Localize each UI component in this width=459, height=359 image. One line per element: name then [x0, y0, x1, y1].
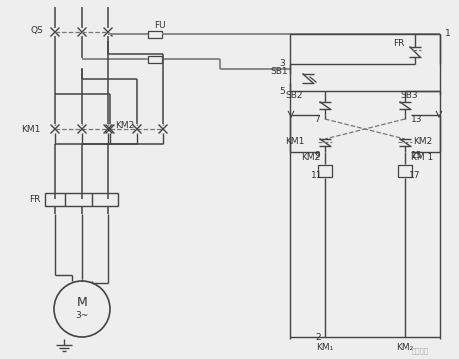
Bar — [397, 165, 411, 177]
Text: SB2: SB2 — [285, 92, 302, 101]
Text: 3: 3 — [279, 60, 285, 69]
Text: FU: FU — [154, 22, 165, 31]
Text: KM2: KM2 — [115, 121, 134, 131]
Text: FR: FR — [29, 195, 41, 204]
Text: 17: 17 — [408, 172, 420, 181]
Text: SB1: SB1 — [270, 66, 287, 75]
Text: 7: 7 — [313, 115, 319, 123]
Text: KM2: KM2 — [412, 137, 431, 146]
Text: 图标电气: 图标电气 — [411, 348, 428, 354]
Text: 9: 9 — [313, 150, 319, 159]
Text: 13: 13 — [410, 115, 421, 123]
Bar — [148, 56, 162, 62]
Text: KM 1: KM 1 — [410, 154, 432, 163]
Text: 5: 5 — [279, 87, 285, 95]
Bar — [317, 165, 331, 177]
Text: KM1: KM1 — [22, 125, 41, 134]
Text: 3~: 3~ — [75, 311, 89, 320]
Text: FR: FR — [392, 39, 403, 48]
Text: 1: 1 — [444, 29, 450, 38]
Text: KM₂: KM₂ — [396, 342, 413, 351]
Text: QS: QS — [30, 25, 43, 34]
Text: SB3: SB3 — [399, 92, 417, 101]
Text: 2: 2 — [315, 332, 320, 341]
Text: KM₁: KM₁ — [316, 342, 333, 351]
Text: 11: 11 — [310, 172, 321, 181]
Text: M: M — [77, 297, 87, 309]
Bar — [45, 192, 118, 205]
Text: KM1: KM1 — [285, 137, 304, 146]
Text: 15: 15 — [410, 150, 421, 159]
Bar — [148, 31, 162, 37]
Text: KM2: KM2 — [300, 154, 319, 163]
